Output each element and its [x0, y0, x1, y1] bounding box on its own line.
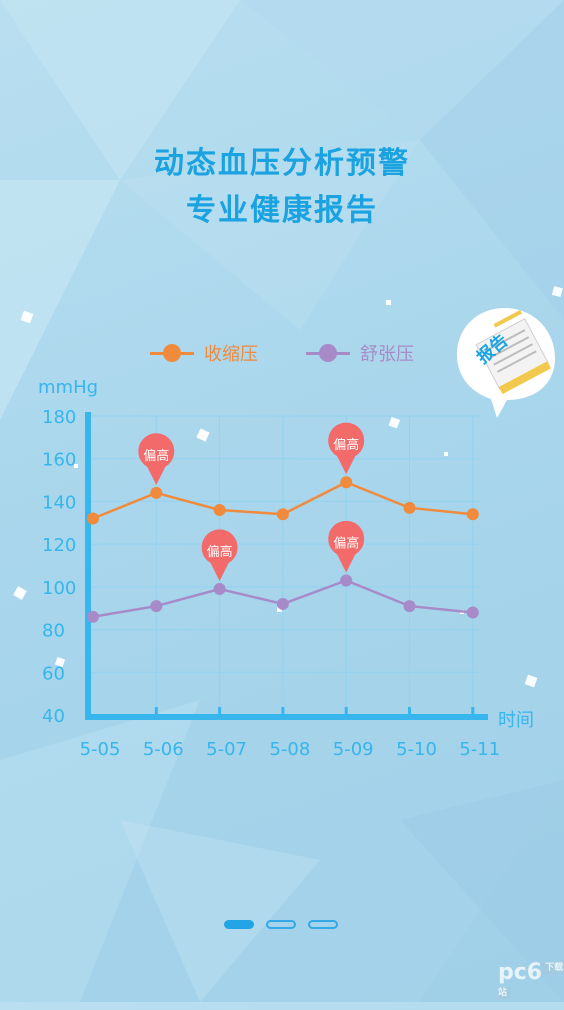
data-point-diastolic [276, 597, 289, 610]
pin-label: 偏高 [333, 535, 359, 551]
high-flag-pin: 偏高 [328, 422, 365, 475]
data-point-systolic [213, 503, 226, 516]
headline-line-1: 动态血压分析预警 [154, 146, 410, 181]
data-point-diastolic [150, 600, 163, 613]
y-axis-label: mmHg [38, 377, 98, 398]
pin-label: 偏高 [333, 437, 359, 453]
watermark: pc6 下载站 [498, 960, 564, 1010]
x-tick-label: 5-08 [269, 739, 310, 760]
data-point-diastolic [403, 600, 416, 613]
report-icon: 报告 [457, 308, 555, 418]
page-dot[interactable] [266, 920, 296, 929]
headline-line-2: 专业健康报告 [186, 193, 378, 228]
x-tick-label: 5-07 [206, 739, 247, 760]
high-flag-pin: 偏高 [328, 520, 365, 573]
x-tick-label: 5-09 [333, 739, 374, 760]
x-tick-label: 5-11 [459, 739, 500, 760]
pin-label: 偏高 [143, 448, 169, 464]
x-tick-label: 5-10 [396, 739, 437, 760]
legend-diastolic-label: 舒张压 [360, 344, 414, 365]
legend-systolic-label: 收缩压 [204, 344, 258, 365]
y-tick-label: 120 [42, 535, 76, 556]
y-tick-label: 180 [42, 407, 76, 428]
data-point-systolic [340, 476, 353, 489]
x-axis-label: 时间 [498, 710, 534, 731]
x-tick-label: 5-05 [80, 739, 121, 760]
legend-systolic: 收缩压 [150, 340, 258, 366]
pin-label: 偏高 [207, 544, 233, 560]
high-flag-pin: 偏高 [138, 433, 175, 485]
data-point-diastolic [213, 582, 226, 595]
data-point-systolic [403, 501, 416, 514]
pin-shape [328, 422, 365, 475]
y-tick-label: 160 [42, 450, 76, 471]
legend-systolic-marker [150, 343, 194, 362]
data-point-diastolic [87, 610, 99, 623]
watermark-logo: pc6 [498, 960, 543, 985]
pin-shape [201, 529, 238, 581]
page-dot[interactable] [224, 920, 254, 929]
data-point-systolic [87, 512, 99, 525]
pin-shape [328, 520, 365, 573]
x-tick-label: 5-06 [143, 739, 184, 760]
page-indicator [224, 920, 338, 929]
high-flag-pin: 偏高 [201, 529, 238, 581]
data-point-systolic [466, 508, 479, 521]
data-point-systolic [276, 508, 289, 521]
legend-diastolic-marker [306, 343, 350, 362]
data-point-diastolic [466, 606, 479, 619]
page-dot[interactable] [308, 920, 338, 929]
data-point-systolic [150, 486, 163, 499]
y-tick-label: 60 [42, 663, 65, 684]
y-tick-label: 100 [42, 578, 76, 599]
data-point-diastolic [340, 574, 353, 587]
y-tick-label: 40 [42, 706, 65, 727]
y-tick-label: 140 [42, 492, 76, 513]
y-tick-label: 80 [42, 621, 65, 642]
legend-diastolic: 舒张压 [306, 340, 414, 366]
pin-shape [138, 433, 175, 485]
